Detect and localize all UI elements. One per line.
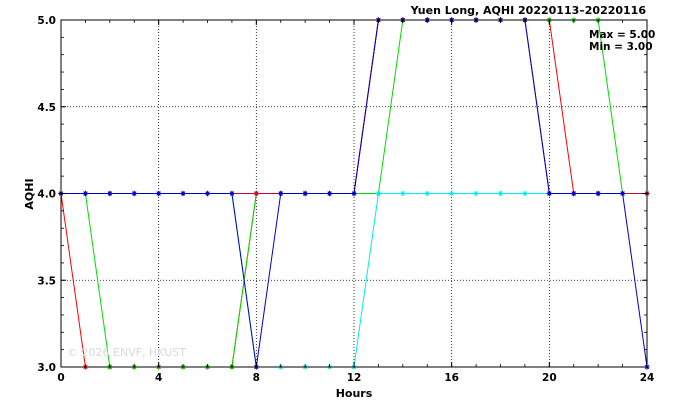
x-tick-label: 8 <box>253 372 260 384</box>
marker-stroke <box>376 191 381 196</box>
marker-stroke <box>229 191 235 196</box>
x-tick-label: 16 <box>444 372 459 384</box>
watermark: © 2026 ENVF, HKUST <box>67 346 186 359</box>
marker-stroke <box>449 191 454 196</box>
data-point <box>253 190 259 197</box>
marker-stroke <box>351 191 357 196</box>
data-point <box>546 190 552 197</box>
data-point <box>180 190 186 197</box>
marker-stroke <box>498 191 503 196</box>
tick-layer: 0 4 8 12 16 20 24 3.0 3.5 4.0 4.5 5.0 <box>37 15 654 384</box>
x-tick-label: 0 <box>57 372 64 384</box>
min-annotation: Min = 3.00 <box>589 41 653 53</box>
data-point <box>326 190 333 197</box>
marker-stroke <box>327 191 332 196</box>
data-point <box>302 190 308 197</box>
marker-stroke <box>547 191 552 196</box>
x-axis-title: Hours <box>336 387 373 400</box>
marker-stroke <box>132 191 137 196</box>
data-point <box>131 190 137 197</box>
data-point <box>619 190 626 197</box>
data-point <box>449 190 455 197</box>
marker-stroke <box>180 191 186 196</box>
grid-layer <box>61 20 647 367</box>
marker-stroke <box>205 191 210 196</box>
marker-stroke <box>278 191 283 196</box>
x-tick-label: 20 <box>542 372 557 384</box>
data-point <box>204 190 211 197</box>
data-point <box>595 190 601 197</box>
y-tick-label: 4.0 <box>37 189 56 201</box>
data-point <box>473 190 479 197</box>
data-point <box>82 190 89 197</box>
data-point <box>424 190 430 197</box>
marker-stroke <box>400 191 406 196</box>
y-tick-label: 5.0 <box>37 15 56 27</box>
marker-stroke <box>302 191 308 196</box>
marker-stroke <box>83 191 88 196</box>
data-point <box>156 190 162 197</box>
data-point <box>229 190 235 197</box>
marker-stroke <box>107 191 113 196</box>
data-point <box>278 190 284 197</box>
y-tick-label: 3.5 <box>37 275 56 287</box>
marker-stroke <box>156 191 161 196</box>
y-tick-label: 3.0 <box>37 362 56 374</box>
marker-stroke <box>595 191 601 196</box>
x-tick-label: 12 <box>347 372 362 384</box>
marker-stroke <box>522 191 528 196</box>
data-point <box>522 190 528 197</box>
x-tick-label: 24 <box>640 372 655 384</box>
marker-stroke <box>425 191 430 196</box>
data-point <box>400 190 406 197</box>
series-4 <box>58 17 650 370</box>
data-point <box>107 190 113 197</box>
data-point <box>497 190 504 197</box>
x-tick-label: 4 <box>155 372 162 384</box>
y-axis-title: AQHI <box>23 178 36 209</box>
data-point <box>571 190 577 197</box>
y-tick-label: 4.5 <box>37 102 56 114</box>
data-point <box>351 190 357 197</box>
marker-stroke <box>571 191 576 196</box>
max-annotation: Max = 5.00 <box>589 29 655 41</box>
marker-stroke <box>254 191 259 196</box>
marker-stroke <box>473 191 479 196</box>
chart-title: Yuen Long, AQHI 20220113–20220116 <box>410 4 647 17</box>
marker-stroke <box>620 191 625 196</box>
data-point <box>375 190 382 197</box>
